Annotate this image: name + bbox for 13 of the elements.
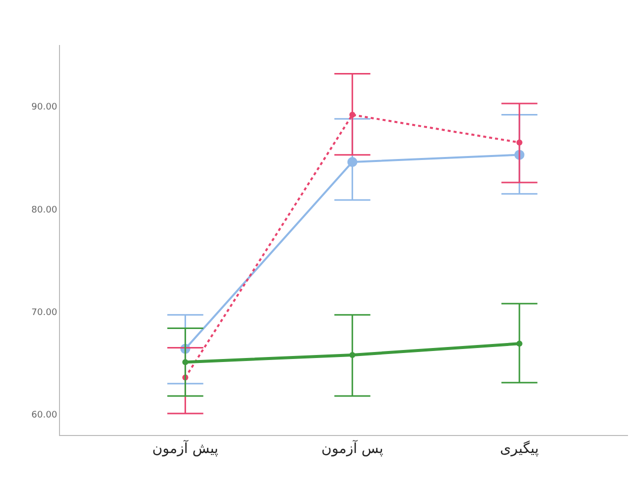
y-tick-label: 70.00 (31, 308, 58, 318)
y-tick-label: 90.00 (31, 102, 58, 113)
y-tick-label: 60.00 (31, 410, 58, 421)
point (347, 157, 358, 167)
point (349, 352, 356, 358)
point (516, 140, 522, 146)
point (349, 112, 356, 118)
x-tick-label: پیش آزمون (152, 438, 218, 457)
x-tick-label: پیگیری (500, 440, 539, 457)
point (516, 340, 522, 347)
point (182, 359, 188, 366)
x-tick-label: پس آزمون (321, 438, 384, 457)
y-tick-label: 80.00 (31, 205, 58, 216)
